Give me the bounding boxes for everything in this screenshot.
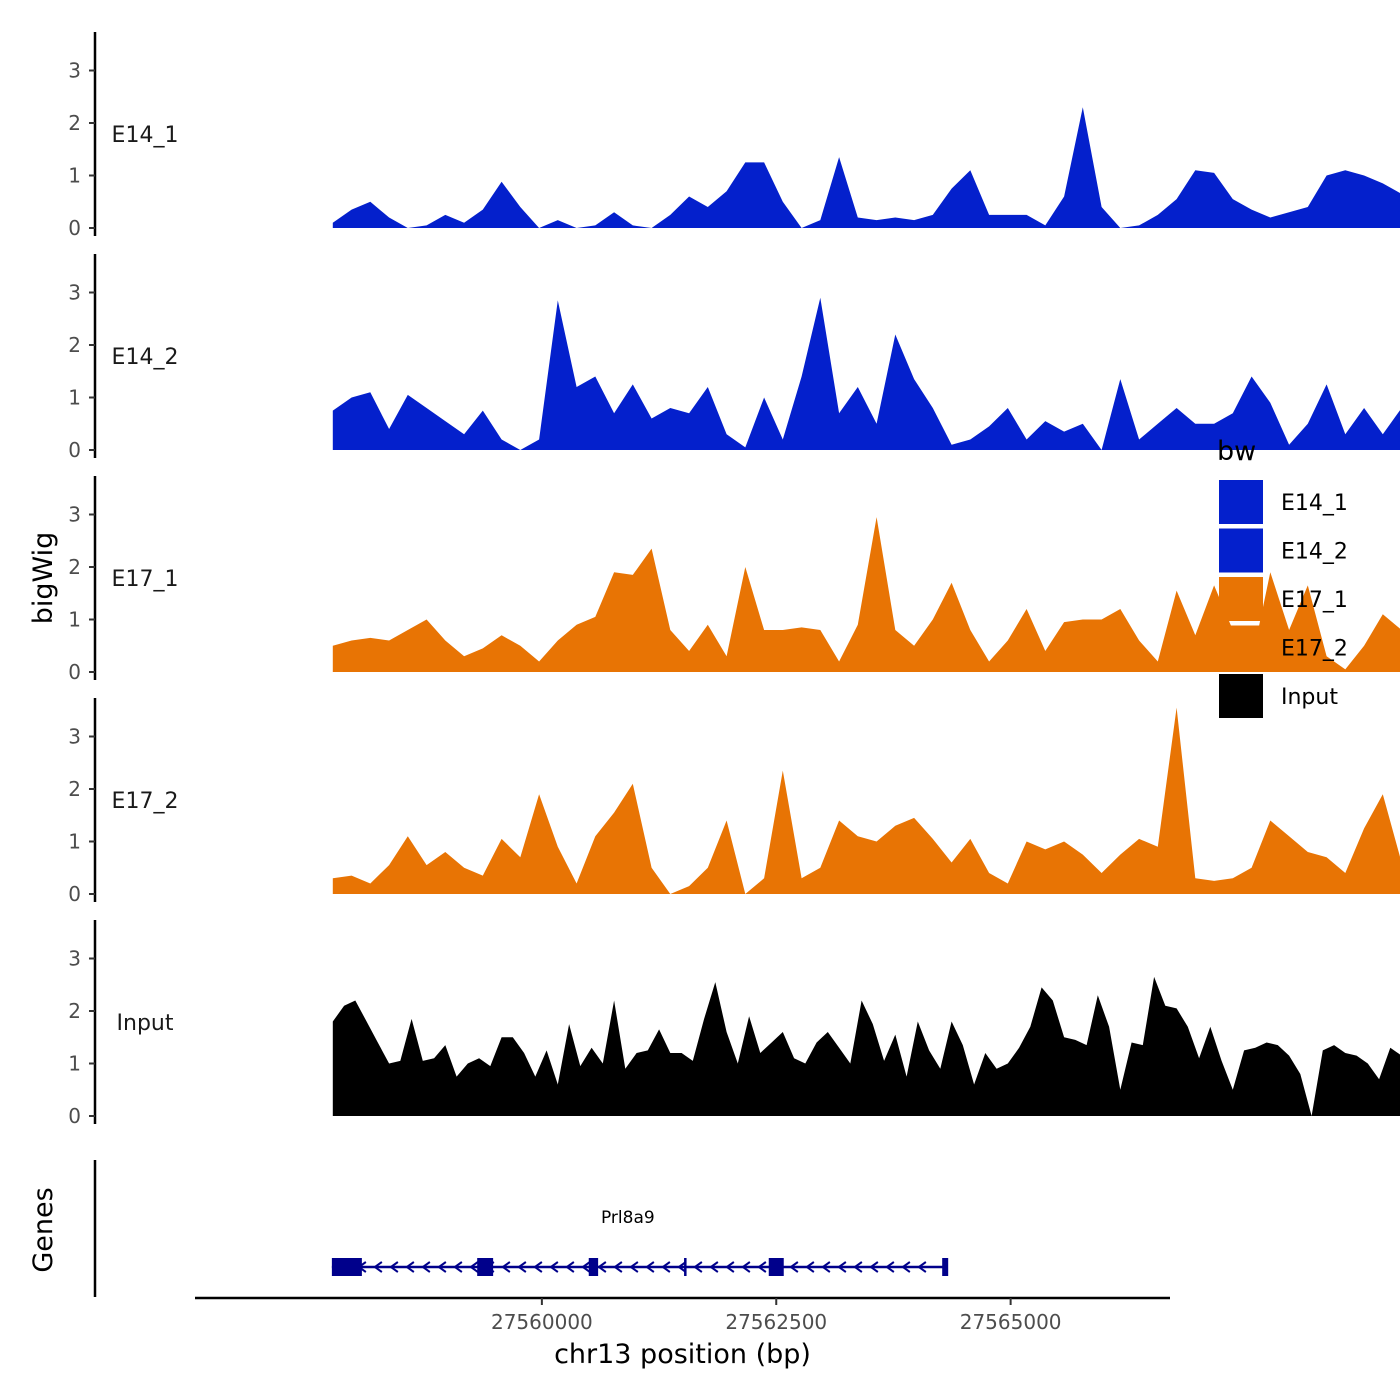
y-tick-label: 0 — [68, 1104, 81, 1128]
y-tick-label: 3 — [68, 503, 81, 527]
gene-exon — [942, 1258, 949, 1276]
strand-arrow-icon — [469, 1261, 479, 1273]
track-Input: 0 1 2 3 Input — [68, 920, 1400, 1128]
legend-swatch-E14_2 — [1219, 528, 1263, 573]
legend-title: bw — [1217, 436, 1256, 467]
gene-name-label: Prl8a9 — [601, 1208, 655, 1228]
y-tick-label: 0 — [68, 882, 81, 906]
strand-arrow-icon — [709, 1261, 719, 1273]
y-tick-label: 0 — [68, 216, 81, 240]
strand-arrow-icon — [837, 1261, 847, 1273]
strand-arrow-icon — [517, 1261, 527, 1273]
x-axis-title: chr13 position (bp) — [554, 1339, 811, 1370]
legend-swatch-E17_1 — [1219, 577, 1263, 621]
y-tick-label: 0 — [68, 438, 81, 462]
y-tick-label: 2 — [68, 777, 81, 801]
strand-arrow-icon — [581, 1261, 591, 1273]
strand-arrow-icon — [885, 1261, 895, 1273]
y-tick-label: 2 — [68, 999, 81, 1023]
y-tick-label: 1 — [68, 164, 81, 188]
strand-arrow-icon — [917, 1261, 927, 1273]
y-tick-label: 2 — [68, 111, 81, 135]
strand-arrow-icon — [629, 1261, 639, 1273]
signal-area-E14_2 — [332, 297, 1400, 450]
strand-arrow-icon — [533, 1261, 543, 1273]
strand-arrow-icon — [757, 1261, 767, 1273]
legend-swatch-E17_2 — [1219, 625, 1263, 670]
strand-arrow-icon — [421, 1261, 431, 1273]
strand-arrow-icon — [373, 1261, 383, 1273]
strand-arrow-icon — [693, 1261, 703, 1273]
y-tick-label: 3 — [68, 947, 81, 971]
x-tick-label: 27560000 — [491, 1310, 593, 1334]
strand-arrow-icon — [453, 1261, 463, 1273]
strand-arrow-icon — [389, 1261, 399, 1273]
y-axis-title: bigWig — [28, 532, 59, 625]
legend-label-E17_2: E17_2 — [1281, 637, 1348, 662]
strand-arrow-icon — [437, 1261, 447, 1273]
track-E14_1: 0 1 2 3 E14_1 — [68, 32, 1400, 240]
strand-arrow-icon — [501, 1261, 511, 1273]
strand-arrow-icon — [549, 1261, 559, 1273]
x-tick-label: 27562500 — [725, 1310, 827, 1334]
track-E14_2: 0 1 2 3 E14_2 — [68, 254, 1400, 462]
signal-area-Input — [332, 976, 1400, 1116]
y-tick-label: 1 — [68, 830, 81, 854]
y-tick-label: 1 — [68, 1052, 81, 1076]
strand-arrow-icon — [853, 1261, 863, 1273]
legend: bw E14_1 E14_2 E17_1 E17_2 Input — [1217, 436, 1348, 718]
y-tick-label: 2 — [68, 333, 81, 357]
strand-arrow-icon — [901, 1261, 911, 1273]
signal-area-E17_2 — [332, 707, 1400, 894]
gene-exon — [477, 1258, 494, 1276]
track-E17_2: 0 1 2 3 E17_2 — [68, 698, 1400, 906]
legend-label-E14_1: E14_1 — [1281, 491, 1348, 516]
y-tick-label: 3 — [68, 281, 81, 305]
x-axis: 27560000 27562500 27565000 — [195, 1296, 1170, 1334]
signal-area-E17_1 — [332, 517, 1400, 672]
strand-arrow-icon — [725, 1261, 735, 1273]
strand-arrow-icon — [405, 1261, 415, 1273]
y-tick-label: 1 — [68, 608, 81, 632]
y-tick-label: 2 — [68, 555, 81, 579]
genes-axis-title: Genes — [28, 1187, 59, 1272]
gene-exon — [768, 1258, 784, 1276]
y-tick-label: 3 — [68, 725, 81, 749]
strand-arrow-icon — [645, 1261, 655, 1273]
strand-arrow-icon — [821, 1261, 831, 1273]
gene-exon — [588, 1258, 599, 1276]
strand-arrow-icon — [613, 1261, 623, 1273]
strand-arrow-icon — [741, 1261, 751, 1273]
y-tick-label: 0 — [68, 660, 81, 684]
tracks-layer: 0 1 2 3 E14_1 0 1 2 3 E14_2 0 1 2 3 E17_1 0 1 2 3 E17_2 0 1 2 3… — [68, 32, 1400, 1128]
strand-arrow-icon — [789, 1261, 799, 1273]
strand-arrow-icon — [661, 1261, 671, 1273]
y-tick-label: 3 — [68, 59, 81, 83]
legend-label-E17_1: E17_1 — [1281, 588, 1348, 613]
strand-arrow-icon — [565, 1261, 575, 1273]
strand-arrow-icon — [869, 1261, 879, 1273]
signal-area-E14_1 — [332, 107, 1400, 228]
track-label-Input: Input — [117, 1011, 174, 1036]
track-label-E17_2: E17_2 — [112, 789, 179, 814]
strand-arrow-icon — [805, 1261, 815, 1273]
legend-swatch-E14_1 — [1219, 480, 1263, 524]
track-label-E17_1: E17_1 — [112, 567, 179, 592]
y-tick-label: 1 — [68, 386, 81, 410]
strand-arrow-icon — [677, 1261, 687, 1273]
strand-arrow-icon — [597, 1261, 607, 1273]
track-E17_1: 0 1 2 3 E17_1 — [68, 476, 1400, 684]
gene-exon — [331, 1258, 362, 1276]
track-label-E14_1: E14_1 — [112, 123, 179, 148]
genes-track: Prl8a9 — [93, 1160, 949, 1297]
x-tick-label: 27565000 — [960, 1310, 1062, 1334]
legend-label-E14_2: E14_2 — [1281, 540, 1348, 565]
legend-label-Input: Input — [1281, 685, 1338, 710]
legend-swatch-Input — [1219, 674, 1263, 718]
track-label-E14_2: E14_2 — [112, 345, 179, 370]
